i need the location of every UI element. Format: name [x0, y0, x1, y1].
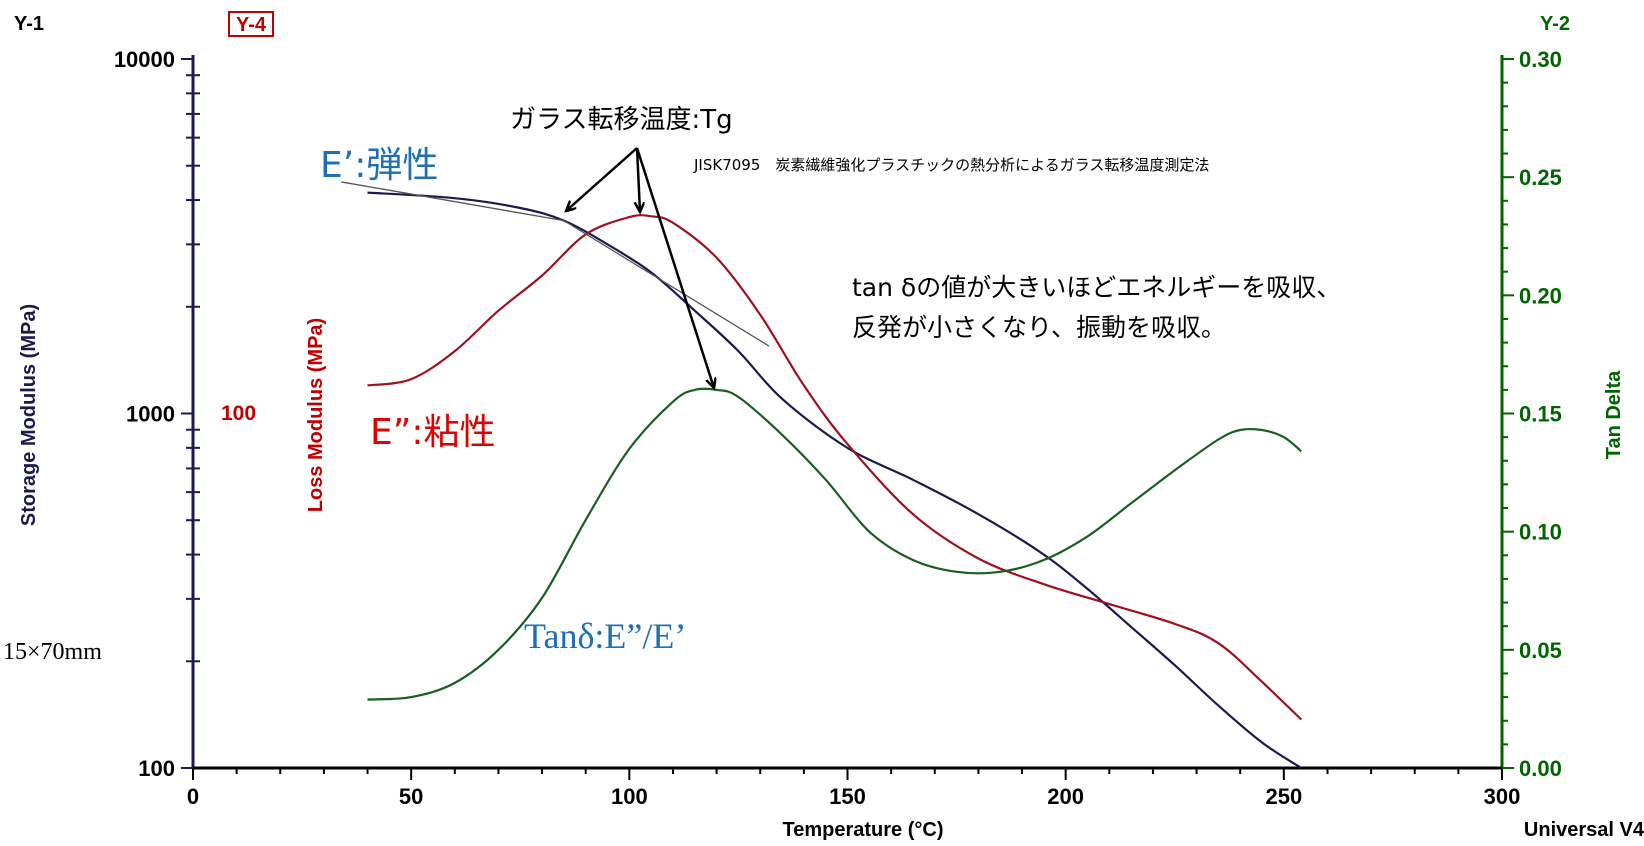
- x-tick-label: 0: [187, 784, 199, 809]
- x-axis-label: Temperature (°C): [783, 819, 944, 841]
- y1-tick-label: 100: [138, 756, 175, 781]
- y4-header: Y-4: [236, 14, 267, 36]
- tick-labels: 0 50 100 150 200 250 300 100 1000 10000 0.00 0.05 0.…: [114, 47, 1562, 809]
- x-tick-label: 200: [1047, 784, 1084, 809]
- y1-tick-label: 10000: [114, 47, 175, 72]
- y4-header-box: [228, 11, 274, 37]
- y4-axis-label: Loss Modulus (MPa): [305, 318, 327, 512]
- y2-tick-label: 0.20: [1519, 283, 1562, 308]
- e-prime-label: E’:弾性: [320, 145, 438, 186]
- note-line-1: tan δの値が大きいほどエネルギーを吸収、: [852, 273, 1341, 302]
- tg-arrows: [566, 147, 714, 388]
- y1-axis-label: Storage Modulus (MPa): [18, 304, 40, 526]
- standard-label: JISK7095 炭素繊維強化プラスチックの熱分析によるガラス転移温度測定法: [693, 156, 1209, 174]
- x-tick-label: 300: [1484, 784, 1521, 809]
- note-line-2: 反発が小さくなり、振動を吸収。: [852, 313, 1226, 342]
- tick-marks: [181, 58, 1514, 780]
- specimen-label: 15×70mm: [3, 639, 102, 665]
- y2-header: Y-2: [1540, 13, 1570, 35]
- y2-tick-label: 0.00: [1519, 756, 1562, 781]
- y2-tick-label: 0.30: [1519, 47, 1562, 72]
- y2-tick-label: 0.10: [1519, 520, 1562, 545]
- x-tick-label: 250: [1265, 784, 1302, 809]
- x-tick-label: 100: [611, 784, 648, 809]
- tan-delta-label: Tanδ:E”/E’: [524, 616, 686, 656]
- y1-header: Y-1: [14, 13, 44, 35]
- y2-tick-label: 0.25: [1519, 165, 1562, 190]
- tg-arrow-edoubleprime: [637, 147, 640, 212]
- y2-axis-label: Tan Delta: [1603, 370, 1625, 459]
- y1-tick-label: 1000: [126, 402, 175, 427]
- x-tick-label: 50: [399, 784, 423, 809]
- tg-arrow-tandelta: [635, 147, 714, 388]
- e-double-prime-label: E”:粘性: [370, 412, 496, 453]
- loss-modulus-curve: [367, 214, 1303, 721]
- y2-tick-label: 0.15: [1519, 402, 1562, 427]
- footer-label: Universal V4: [1524, 819, 1644, 841]
- curves: [341, 181, 1303, 769]
- tangent-line: [341, 181, 770, 347]
- tan-delta-curve: [367, 387, 1303, 701]
- tg-arrow-eprime: [566, 147, 638, 211]
- x-tick-label: 150: [829, 784, 866, 809]
- y2-tick-label: 0.05: [1519, 638, 1562, 663]
- tg-label: ガラス転移温度:Tg: [510, 105, 733, 135]
- y4-tick-label: 100: [221, 402, 256, 425]
